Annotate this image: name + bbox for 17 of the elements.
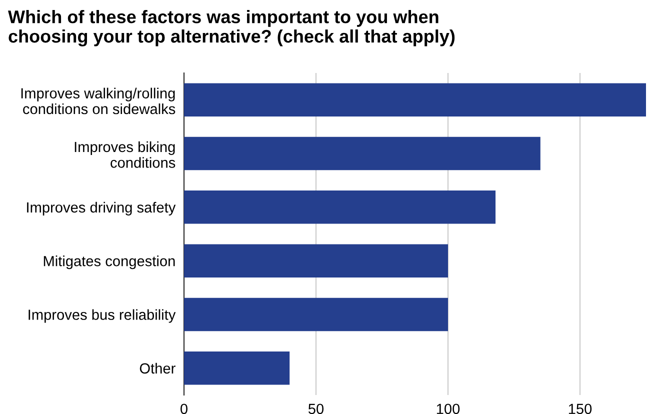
bar xyxy=(184,298,448,332)
y-tick-label: Improves driving safety xyxy=(27,202,176,216)
x-tick-label: 100 xyxy=(436,404,460,414)
x-tick-label: 0 xyxy=(180,404,188,414)
bar xyxy=(184,244,448,278)
bar xyxy=(184,136,540,170)
x-tick-label: 150 xyxy=(568,404,592,414)
y-tick-label: Improves walking/rolling conditions on sidewalks xyxy=(21,88,176,114)
bar xyxy=(184,83,646,116)
y-tick-label: Improves bus reliability xyxy=(28,309,176,323)
bar xyxy=(184,352,290,385)
y-tick-label: Improves biking conditions xyxy=(74,141,176,168)
y-tick-label: Other xyxy=(140,362,176,374)
chart-title: Which of these factors was important to you when choosing your top alternative? (check all that apply) xyxy=(8,10,455,46)
bar xyxy=(184,190,496,224)
y-tick-label: Mitigates congestion xyxy=(44,256,175,270)
x-tick-label: 50 xyxy=(308,404,324,414)
